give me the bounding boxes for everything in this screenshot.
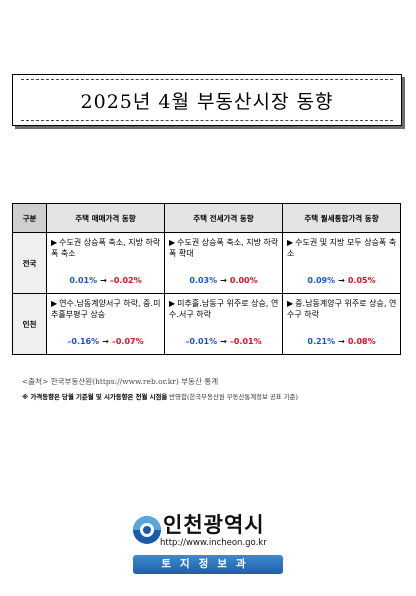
rate-previous: –0.01% [185,337,218,346]
cell-description: 미추홀․남동구 위주로 상승, 연수․서구 하락 [169,299,279,319]
rate-current: –0.07% [111,337,144,346]
arrow-icon: → [220,276,227,285]
arrow-icon: → [102,337,109,346]
table-header-row: 구분 주택 매매가격 동향 주택 전세가격 동향 주택 월세통합가격 동향 [12,203,401,233]
rate-current: 0.08% [347,337,376,346]
source-note: <출처> 한국부동산원(https://www.reb.or.kr) 부동산 통… [22,377,219,386]
remark-prefix: ※ 가격동향은 당월 기준월 및 시가동향은 전월 시점을 [22,393,168,401]
title-top-dashed-rule [21,79,393,80]
row-region-national: 전국 [12,232,47,294]
table-cell: ▶ 미추홀․남동구 위주로 상승, 연수․서구 하락 –0.01% → –0.01% [164,293,283,355]
table-row: 인천 ▶ 연수․남동계양서구 하락, 중․미추홀부평구 상승 –0.16% → –0.… [12,293,401,355]
logo-dot [143,526,151,534]
title-box: 2025년 4월 부동산시장 동향 [12,74,402,126]
table-cell: ▶ 수도권 상승폭 축소, 지방 하락폭 축소 0.01% → –0.02% [46,232,165,294]
rate-current: 0.00% [229,276,258,285]
rate-change: 0.03% → 0.00% [165,276,282,285]
rate-change: –0.16% → –0.07% [47,337,164,346]
table-cell: ▶ 수도권 및 지방 모두 상승폭 축소 0.09% → 0.05% [282,232,401,294]
remark-suffix: 반영함(한국부동산원 부동산통계정보 공표 기준) [167,393,298,401]
title-bottom-dashed-rule [21,120,393,121]
arrow-icon: → [338,276,345,285]
cell-description: 중․남동계양구 위주로 상승, 연수구 하락 [287,299,397,319]
arrow-icon: → [338,337,345,346]
table-cell: ▶ 연수․남동계양서구 하락, 중․미추홀부평구 상승 –0.16% → –0.07% [46,293,165,355]
rate-current: –0.01% [229,337,262,346]
cell-description: 연수․남동계양서구 하락, 중․미추홀부평구 상승 [51,299,161,319]
rate-current: –0.02% [109,276,142,285]
rate-current: 0.05% [347,276,376,285]
bullet-marker: ▶ [169,299,176,308]
cell-description: 수도권 및 지방 모두 상승폭 축소 [287,238,397,258]
bullet-marker: ▶ [51,299,58,308]
department-banner: 토지정보과 [133,555,283,574]
table-cell: ▶ 수도권 상승폭 축소, 지방 하락폭 확대 0.03% → 0.00% [164,232,283,294]
header-monthly-rent-price: 주택 월세통합가격 동향 [282,203,401,233]
incheon-logo-icon [133,516,161,544]
rate-previous: 0.21% [307,337,336,346]
rate-previous: 0.01% [69,276,98,285]
bullet-marker: ▶ [51,238,58,247]
bullet-marker: ▶ [287,299,294,308]
logo-city-name: 인천광역시 [163,513,265,537]
header-region: 구분 [12,203,47,233]
bullet-marker: ▶ [169,238,176,247]
arrow-icon: → [100,276,107,285]
cell-description: 수도권 상승폭 축소, 지방 하락폭 확대 [169,238,279,258]
rate-change: 0.09% → 0.05% [283,276,400,285]
row-region-incheon: 인천 [12,293,47,355]
rate-change: 0.21% → 0.08% [283,337,400,346]
rate-previous: –0.16% [67,337,100,346]
rate-previous: 0.03% [189,276,218,285]
table-cell: ▶ 중․남동계양구 위주로 상승, 연수구 하락 0.21% → 0.08% [282,293,401,355]
header-jeonse-price: 주택 전세가격 동향 [164,203,283,233]
header-sale-price: 주택 매매가격 동향 [46,203,165,233]
logo-url: http://www.incheon.go.kr [160,538,267,548]
arrow-icon: → [220,337,227,346]
table-row: 전국 ▶ 수도권 상승폭 축소, 지방 하락폭 축소 0.01% → –0.02% ▶… [12,232,401,294]
cell-description: 수도권 상승폭 축소, 지방 하락폭 축소 [51,238,161,258]
rate-previous: 0.09% [307,276,336,285]
bullet-marker: ▶ [287,238,294,247]
rate-change: 0.01% → –0.02% [47,276,164,285]
market-trend-table: 구분 주택 매매가격 동향 주택 전세가격 동향 주택 월세통합가격 동향 전국… [12,203,401,355]
rate-change: –0.01% → –0.01% [165,337,282,346]
page-title: 2025년 4월 부동산시장 동향 [80,91,334,113]
remark-note: ※ 가격동향은 당월 기준월 및 시가동향은 전월 시점을 반영함(한국부동산원… [22,392,298,401]
